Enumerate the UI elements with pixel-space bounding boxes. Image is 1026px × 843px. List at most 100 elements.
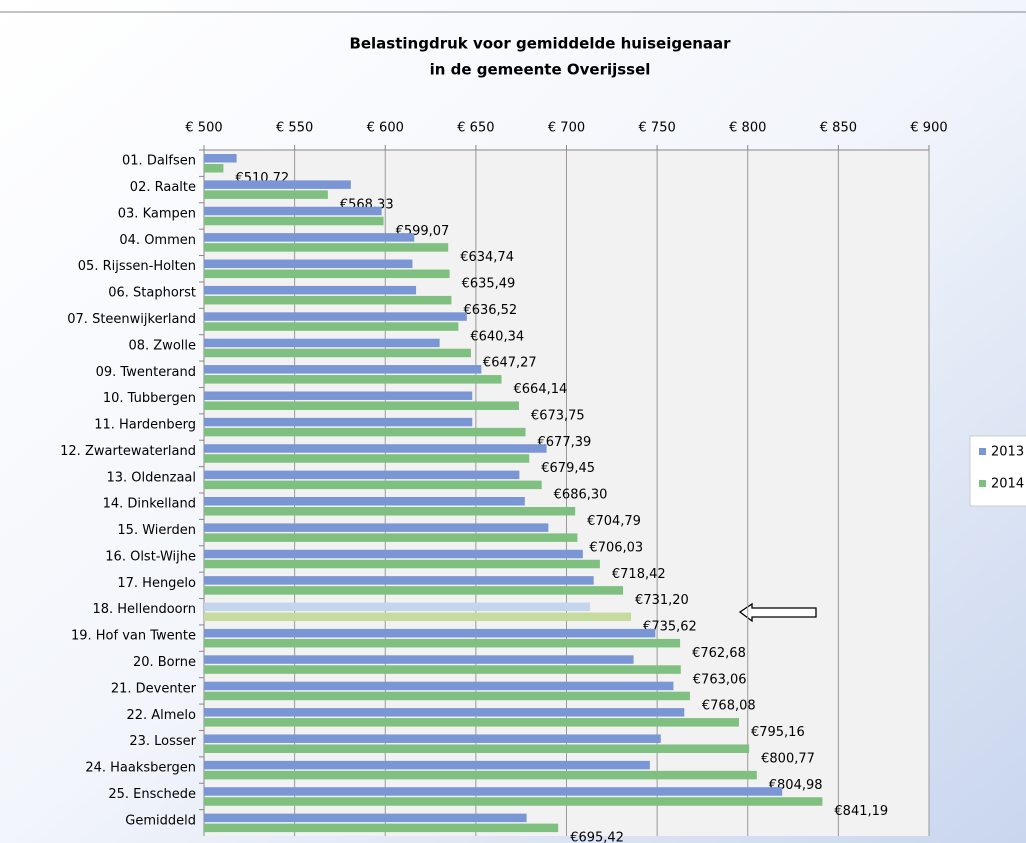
bar <box>204 285 417 295</box>
bar <box>204 480 542 490</box>
bar <box>204 295 452 305</box>
category-label: 08. Zwolle <box>128 338 196 353</box>
category-label: 23. Losser <box>129 734 196 749</box>
bar <box>204 454 530 463</box>
legend-label: 2013 <box>991 445 1024 460</box>
category-label: 13. Oldenzaal <box>106 470 196 485</box>
data-label: €686,30 <box>554 488 608 503</box>
bar <box>204 154 237 163</box>
category-label: 12. Zwartewaterland <box>60 444 196 459</box>
category-label: 22. Almelo <box>126 708 196 723</box>
category-label: 07. Steenwijkerland <box>67 312 196 327</box>
bar <box>204 797 823 806</box>
legend-box <box>969 435 1026 507</box>
bar <box>204 691 690 701</box>
bar <box>204 259 413 269</box>
bar <box>204 417 473 427</box>
bar <box>204 243 449 252</box>
bar <box>204 628 656 638</box>
category-label: 25. Enschede <box>108 787 196 802</box>
data-label: €704,79 <box>587 514 641 529</box>
category-label: 01. Dalfsen <box>122 154 196 169</box>
category-label: 09. Twenterand <box>96 365 196 380</box>
category-label: 05. Rijssen-Holten <box>78 259 196 274</box>
bar <box>204 787 783 796</box>
category-label: 11. Hardenberg <box>94 418 196 433</box>
category-label: 10. Tubbergen <box>103 391 196 406</box>
bar <box>204 823 559 833</box>
bar <box>204 348 471 358</box>
legend-swatch <box>979 448 986 455</box>
data-label: €695,42 <box>570 831 624 843</box>
bar <box>204 312 467 321</box>
bar <box>204 770 757 780</box>
bar <box>204 612 632 622</box>
category-label: Gemiddeld <box>125 813 196 828</box>
data-label: €677,39 <box>538 435 592 450</box>
x-tick-label: € 500 <box>185 121 222 136</box>
bar <box>204 322 459 331</box>
bar <box>204 549 583 559</box>
bar <box>204 655 634 664</box>
x-tick-label: € 700 <box>548 121 585 136</box>
data-label: €735,62 <box>643 620 697 635</box>
data-label: €647,27 <box>483 356 537 371</box>
data-label: €841,19 <box>834 804 888 819</box>
bar <box>204 269 450 279</box>
bar <box>204 190 328 199</box>
bar <box>204 813 527 823</box>
bar <box>204 427 526 437</box>
bar <box>204 206 382 216</box>
bar <box>204 708 685 717</box>
category-label: 19. Hof van Twente <box>71 629 196 644</box>
data-label: €634,74 <box>460 250 514 265</box>
bar <box>204 497 525 506</box>
data-label: €762,68 <box>692 646 746 661</box>
bar <box>204 665 681 674</box>
data-label: €640,34 <box>470 329 524 344</box>
bar <box>204 216 384 226</box>
category-label: 21. Deventer <box>111 681 197 696</box>
legend-swatch <box>979 480 986 487</box>
category-label: 04. Ommen <box>119 233 196 248</box>
data-label: €795,16 <box>751 725 805 740</box>
bar <box>204 507 576 516</box>
category-label: 02. Raalte <box>130 180 196 195</box>
x-tick-label: € 850 <box>820 121 857 136</box>
data-label: €636,52 <box>463 303 517 318</box>
bar <box>204 164 224 173</box>
x-tick-label: € 800 <box>729 121 766 136</box>
bar <box>204 391 473 400</box>
arrow <box>738 602 817 623</box>
bar <box>204 375 502 384</box>
bar <box>204 602 591 612</box>
data-label: €768,08 <box>702 699 756 714</box>
x-tick-label: € 650 <box>457 121 494 136</box>
bar <box>204 638 681 648</box>
data-label: €804,98 <box>769 778 823 793</box>
bar <box>204 744 750 753</box>
bar <box>204 734 661 743</box>
category-label: 14. Dinkelland <box>103 497 196 512</box>
data-label: €731,20 <box>635 593 689 608</box>
category-label: 24. Haaksbergen <box>85 761 196 776</box>
category-label: 06. Staphorst <box>108 286 196 301</box>
x-tick-label: € 550 <box>276 121 313 136</box>
category-label: 15. Wierden <box>117 523 196 538</box>
data-label: €706,03 <box>589 540 643 555</box>
bar <box>204 576 594 585</box>
data-label: €679,45 <box>541 461 595 476</box>
category-label: 16. Olst-Wijhe <box>105 549 196 564</box>
bar <box>204 533 578 542</box>
x-tick-label: € 900 <box>910 121 947 136</box>
data-label: €664,14 <box>514 382 568 397</box>
data-label: €763,06 <box>693 672 747 687</box>
bar <box>204 365 482 374</box>
bar <box>204 523 549 532</box>
bar <box>204 233 415 242</box>
x-tick-label: € 600 <box>367 121 404 136</box>
chart-title: in de gemeente Overijssel <box>430 61 651 79</box>
chart-title: Belastingdruk voor gemiddelde huiseigena… <box>349 35 731 53</box>
